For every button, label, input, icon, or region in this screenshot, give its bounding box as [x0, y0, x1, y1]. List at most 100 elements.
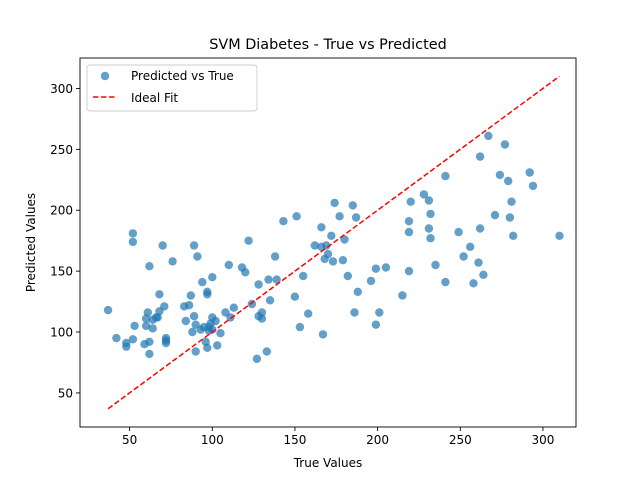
data-point	[375, 308, 384, 317]
data-point	[203, 287, 212, 296]
y-tick-label: 150	[50, 265, 73, 279]
data-point	[404, 266, 414, 276]
chart-title: SVM Diabetes - True vs Predicted	[209, 37, 446, 53]
data-point	[216, 329, 225, 338]
data-point	[145, 262, 154, 271]
x-tick-label: 250	[449, 433, 472, 447]
data-point	[229, 303, 238, 312]
data-point	[208, 273, 217, 282]
data-point	[353, 287, 362, 296]
legend: Predicted vs True Ideal Fit	[86, 64, 258, 112]
x-tick-label: 200	[366, 433, 389, 447]
data-point	[340, 235, 349, 244]
data-point	[327, 231, 336, 240]
data-point	[112, 333, 121, 343]
data-point	[181, 316, 190, 326]
data-point	[270, 252, 280, 261]
data-point	[213, 341, 222, 350]
data-point	[381, 263, 391, 272]
data-point	[322, 241, 331, 250]
data-point	[128, 229, 138, 238]
axes-frame	[79, 57, 577, 428]
data-point	[265, 296, 275, 305]
data-point	[454, 227, 463, 237]
data-point	[191, 347, 200, 356]
data-point	[155, 290, 164, 299]
data-point	[279, 217, 288, 226]
x-tick-label: 100	[201, 433, 224, 447]
data-point	[490, 210, 500, 220]
data-point	[525, 168, 534, 177]
y-tick-label: 50	[58, 386, 73, 400]
data-point	[330, 198, 339, 208]
data-point	[495, 170, 505, 180]
x-tick-label: 300	[531, 433, 554, 447]
data-point	[348, 201, 357, 210]
legend-label-points: Predicted vs True	[131, 69, 234, 83]
data-point	[141, 321, 151, 331]
data-point	[128, 335, 138, 344]
data-point	[328, 257, 338, 266]
data-point	[424, 224, 434, 233]
data-point	[272, 275, 281, 284]
y-tick-label: 250	[50, 143, 73, 157]
data-point	[317, 223, 326, 232]
data-point	[143, 308, 152, 317]
plot-area	[79, 57, 577, 428]
data-point	[351, 213, 361, 222]
data-point	[257, 314, 267, 323]
x-axis-label: True Values	[293, 456, 363, 470]
data-point	[475, 152, 485, 161]
data-point	[441, 277, 450, 287]
data-point	[335, 212, 344, 221]
data-point	[504, 176, 513, 186]
data-point	[479, 270, 488, 279]
data-point	[426, 234, 435, 243]
data-point	[466, 242, 475, 251]
data-point	[366, 276, 376, 286]
ideal-fit-line	[107, 75, 560, 410]
data-point	[404, 227, 414, 237]
data-point	[224, 260, 233, 270]
y-tick-label: 100	[50, 326, 73, 340]
data-point	[254, 280, 263, 289]
data-point	[145, 349, 154, 359]
scatter-points	[103, 131, 564, 363]
data-point	[211, 316, 220, 326]
data-point	[148, 324, 157, 333]
data-point	[505, 213, 515, 222]
data-point	[244, 236, 253, 245]
data-point	[350, 308, 359, 317]
data-point	[103, 305, 113, 315]
legend-box	[86, 64, 258, 112]
data-point	[398, 291, 407, 300]
data-point	[304, 309, 313, 318]
data-point	[338, 256, 348, 265]
y-axis-label: Predicted Values	[24, 193, 38, 292]
data-point	[371, 264, 381, 273]
y-axis-ticks: 50 100 150 200 250 300	[50, 82, 80, 400]
data-point	[208, 325, 217, 334]
y-tick-label: 300	[50, 82, 73, 96]
data-point	[469, 279, 478, 288]
data-point	[189, 241, 199, 250]
data-point	[426, 209, 435, 219]
data-point	[130, 321, 139, 331]
data-point	[184, 301, 194, 310]
data-point	[168, 257, 177, 266]
data-point	[160, 302, 169, 311]
data-point	[290, 292, 300, 301]
data-point	[318, 330, 328, 339]
data-point	[431, 260, 440, 270]
data-point	[404, 217, 414, 226]
y-tick-label: 200	[50, 204, 73, 218]
data-point	[241, 268, 250, 277]
data-point	[323, 249, 333, 259]
data-point	[189, 312, 199, 321]
data-point	[406, 197, 415, 206]
data-point	[161, 336, 171, 345]
data-point	[371, 320, 381, 329]
data-point	[475, 224, 485, 233]
x-tick-label: 150	[283, 433, 306, 447]
data-point	[203, 343, 212, 352]
